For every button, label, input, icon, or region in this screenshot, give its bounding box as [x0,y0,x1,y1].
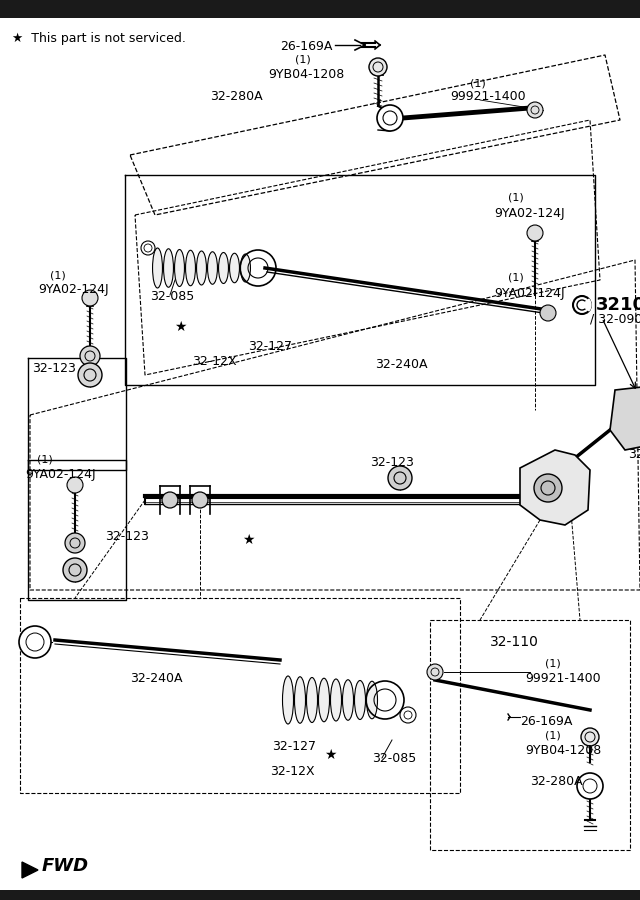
Text: 32-240A: 32-240A [130,672,182,685]
Text: 32-112: 32-112 [628,448,640,461]
Circle shape [577,773,603,799]
Ellipse shape [207,252,218,284]
Polygon shape [22,862,38,878]
Circle shape [534,474,562,502]
Circle shape [67,477,83,493]
Text: ★: ★ [173,320,186,334]
Bar [0,890,640,900]
Text: 32-280A: 32-280A [530,775,582,788]
Circle shape [63,558,87,582]
Text: 9YB04-1208: 9YB04-1208 [268,68,344,81]
Polygon shape [610,385,640,450]
Ellipse shape [196,251,207,285]
Circle shape [65,533,85,553]
Circle shape [78,363,102,387]
Text: 32-085: 32-085 [372,752,416,765]
Text: 32-123: 32-123 [105,530,149,543]
Circle shape [80,346,100,366]
Text: (1): (1) [295,55,311,65]
Ellipse shape [218,253,228,284]
Circle shape [527,225,543,241]
Text: ★: ★ [324,748,336,762]
Text: / 32-090B: / 32-090B [590,313,640,326]
Text: 3210: 3210 [596,296,640,314]
Circle shape [369,58,387,76]
Ellipse shape [282,676,294,724]
Circle shape [577,300,587,310]
Circle shape [427,664,443,680]
Text: 32-127: 32-127 [248,340,292,353]
Text: 99921-1400: 99921-1400 [450,90,525,103]
Text: 32-085: 32-085 [150,290,195,303]
Text: ★: ★ [242,533,254,547]
Ellipse shape [164,248,173,287]
Circle shape [581,728,599,746]
Text: 32-127: 32-127 [272,740,316,753]
Circle shape [192,492,208,508]
Ellipse shape [186,250,195,286]
Ellipse shape [330,679,342,721]
Text: 26-169A: 26-169A [520,715,572,728]
Text: 26-169A: 26-169A [280,40,332,53]
Wedge shape [582,299,591,310]
Text: 9YA02-124J: 9YA02-124J [494,207,564,220]
Text: (1): (1) [545,658,561,668]
Text: 9YA02-124J: 9YA02-124J [494,287,564,300]
Circle shape [162,492,178,508]
Circle shape [388,466,412,490]
Circle shape [540,305,556,321]
Text: (1): (1) [470,78,486,88]
Text: 32-240A: 32-240A [375,358,428,371]
Ellipse shape [230,253,239,283]
Text: 32-12X: 32-12X [270,765,315,778]
Text: 9YA02-124J: 9YA02-124J [25,468,95,481]
Text: (1): (1) [545,730,561,740]
Text: 32-110: 32-110 [490,635,539,649]
Text: 32-12X: 32-12X [192,355,237,368]
Text: (1): (1) [37,455,52,465]
Bar [0,0,640,18]
Text: ★  This part is not serviced.: ★ This part is not serviced. [12,32,186,45]
Text: 32-280A: 32-280A [210,90,262,103]
Text: (1): (1) [50,270,66,280]
Ellipse shape [241,254,250,282]
Polygon shape [520,450,590,525]
Text: 99921-1400: 99921-1400 [525,672,600,685]
Text: (1): (1) [508,273,524,283]
Text: 32-123: 32-123 [32,362,76,375]
Circle shape [82,290,98,306]
Text: (1): (1) [508,193,524,203]
Text: FWD: FWD [42,857,89,875]
Ellipse shape [342,680,353,720]
Ellipse shape [355,680,365,719]
Ellipse shape [367,681,378,719]
Text: 9YB04-1208: 9YB04-1208 [525,744,601,757]
Ellipse shape [307,678,317,723]
Ellipse shape [175,249,184,286]
Ellipse shape [294,677,305,724]
Circle shape [377,105,403,131]
Ellipse shape [319,679,330,722]
Ellipse shape [152,248,163,288]
Text: 32-123: 32-123 [370,456,414,469]
Circle shape [527,102,543,118]
Text: 9YA02-124J: 9YA02-124J [38,283,109,296]
Circle shape [19,626,51,658]
